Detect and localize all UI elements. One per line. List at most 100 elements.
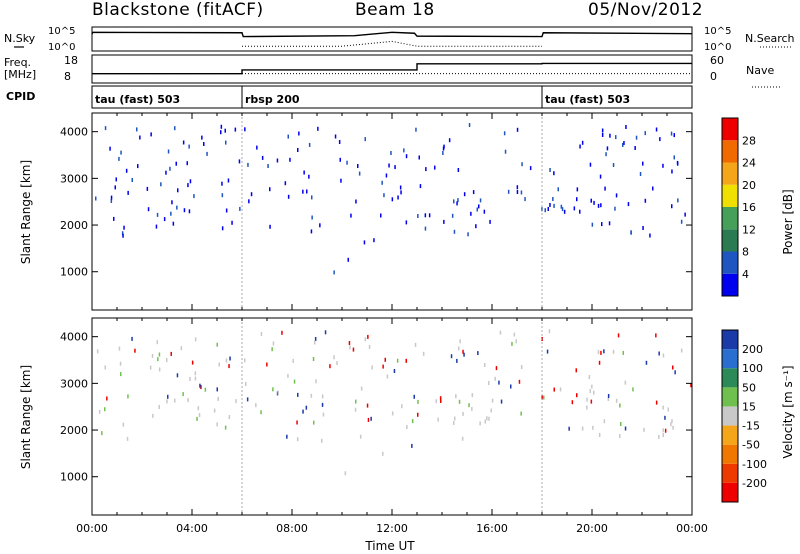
power-scatter-cell <box>524 197 526 202</box>
power-scatter-cell <box>221 226 224 231</box>
power-scatter-cell <box>399 185 402 190</box>
power-scatter-cell <box>590 198 592 203</box>
power-scatter-cell <box>662 163 664 168</box>
power-scatter-cell <box>457 168 460 172</box>
power-scatter-cell <box>625 125 627 129</box>
power-scatter-cell <box>150 132 152 137</box>
power-scatter-cell <box>311 195 313 200</box>
power-scatter-cell <box>601 222 603 227</box>
power-scatter-cell <box>334 134 337 139</box>
power-colorbar-swatch <box>722 207 738 230</box>
power-scatter-cell <box>308 142 311 147</box>
power-scatter-cell <box>453 229 456 234</box>
freq-panel-frame <box>91 54 693 84</box>
power-scatter-cell <box>227 178 230 183</box>
power-scatter-cell <box>549 168 551 172</box>
power-scatter-cell <box>174 126 176 131</box>
power-colorbar-tick-label: 4 <box>742 268 749 281</box>
power-scatter-cell <box>397 195 399 200</box>
power-scatter-cell <box>614 206 616 211</box>
power-scatter-cell <box>363 240 366 245</box>
power-scatter-cell <box>652 186 654 191</box>
power-scatter-cell <box>221 193 224 198</box>
power-scatter-cell <box>479 198 482 203</box>
power-scatter-cell <box>516 185 519 190</box>
power-scatter-cell <box>358 171 361 176</box>
power-scatter-cell <box>642 226 644 230</box>
power-scatter-cell <box>310 229 313 234</box>
power-scatter-cell <box>176 205 178 210</box>
cpid-segment-label: rbsp 200 <box>245 93 300 106</box>
power-scatter-cell <box>601 133 604 137</box>
power-scatter-cell <box>516 127 519 132</box>
noise-right-tick-bottom: 10^0 <box>704 42 731 53</box>
power-scatter-cell <box>225 140 227 145</box>
power-scatter-cell <box>187 183 189 188</box>
power-scatter-cell <box>113 216 115 221</box>
nave-tick-bottom: 0 <box>710 70 717 83</box>
power-scatter-cell <box>544 208 546 213</box>
power-scatter-cell <box>188 144 190 149</box>
power-scatter-cell <box>680 219 683 224</box>
power-scatter-cell <box>434 165 436 170</box>
power-scatter-cell <box>677 198 679 203</box>
power-scatter-cell <box>623 141 625 145</box>
power-scatter-cell <box>630 230 632 235</box>
power-scatter-cell <box>220 124 223 129</box>
power-scatter-cell <box>390 151 392 155</box>
power-scatter-cell <box>317 126 319 131</box>
power-scatter-cell <box>110 195 113 200</box>
power-scatter-cell <box>573 206 576 211</box>
power-scatter-cell <box>478 204 480 209</box>
noise-panel-frame <box>91 26 693 52</box>
n-sky-label: N.Sky <box>4 32 36 45</box>
power-scatter-cell <box>267 164 269 168</box>
power-colorbar-swatch <box>722 251 738 274</box>
power-scatter-cell <box>622 143 624 147</box>
noise-panel: N.Sky 10^5 10^0 10^5 10^0 N.Search <box>4 26 795 53</box>
power-colorbar-tick-label: 24 <box>742 157 756 170</box>
power-scatter-cell <box>125 168 128 173</box>
power-scatter-cell <box>676 160 679 165</box>
power-scatter-cell <box>415 127 417 132</box>
power-scatter-cell <box>405 220 408 225</box>
power-scatter-cell <box>136 127 138 132</box>
power-scatter-cell <box>172 221 175 226</box>
power-scatter-cell <box>601 128 604 133</box>
freq-label: Freq. <box>4 56 31 69</box>
noise-left-tick-top: 10^5 <box>48 26 75 37</box>
frequency-line <box>92 62 692 75</box>
power-scatter-cell <box>182 140 185 145</box>
power-scatter-cell <box>503 131 506 136</box>
power-scatter-cell <box>201 135 203 140</box>
power-scatter-cell <box>467 232 469 237</box>
power-scatter-cell <box>127 190 129 195</box>
power-scatter-cell <box>311 215 313 220</box>
power-scatter-cell <box>483 209 486 214</box>
power-colorbar-swatch <box>722 273 738 296</box>
power-scatter-cell <box>287 134 289 139</box>
power-scatter-cell <box>289 157 291 162</box>
power-scatter-cell <box>139 135 141 140</box>
power-scatter-cell <box>549 203 551 207</box>
power-scatter-cell <box>589 162 592 167</box>
noise-series-line <box>242 40 542 47</box>
power-scatter-cell <box>306 189 308 194</box>
power-scatter-cell <box>221 181 223 186</box>
power-scatter-cell <box>340 178 342 183</box>
power-scatter-cell <box>403 148 405 153</box>
noise-series-line <box>91 31 693 38</box>
power-scatter-cell <box>385 173 388 178</box>
power-scatter-cell <box>443 219 445 224</box>
nave-label: Nave <box>746 64 774 77</box>
power-scatter-cell <box>612 163 615 167</box>
power-scatter-cell <box>170 211 172 216</box>
power-scatter-cell <box>671 169 673 174</box>
power-scatter-cell <box>224 128 226 133</box>
power-scatter-cell <box>114 185 116 190</box>
range-tick-label: 4000 <box>60 126 88 139</box>
power-scatter-cell <box>400 190 402 195</box>
power-scatter-cell <box>468 123 471 127</box>
